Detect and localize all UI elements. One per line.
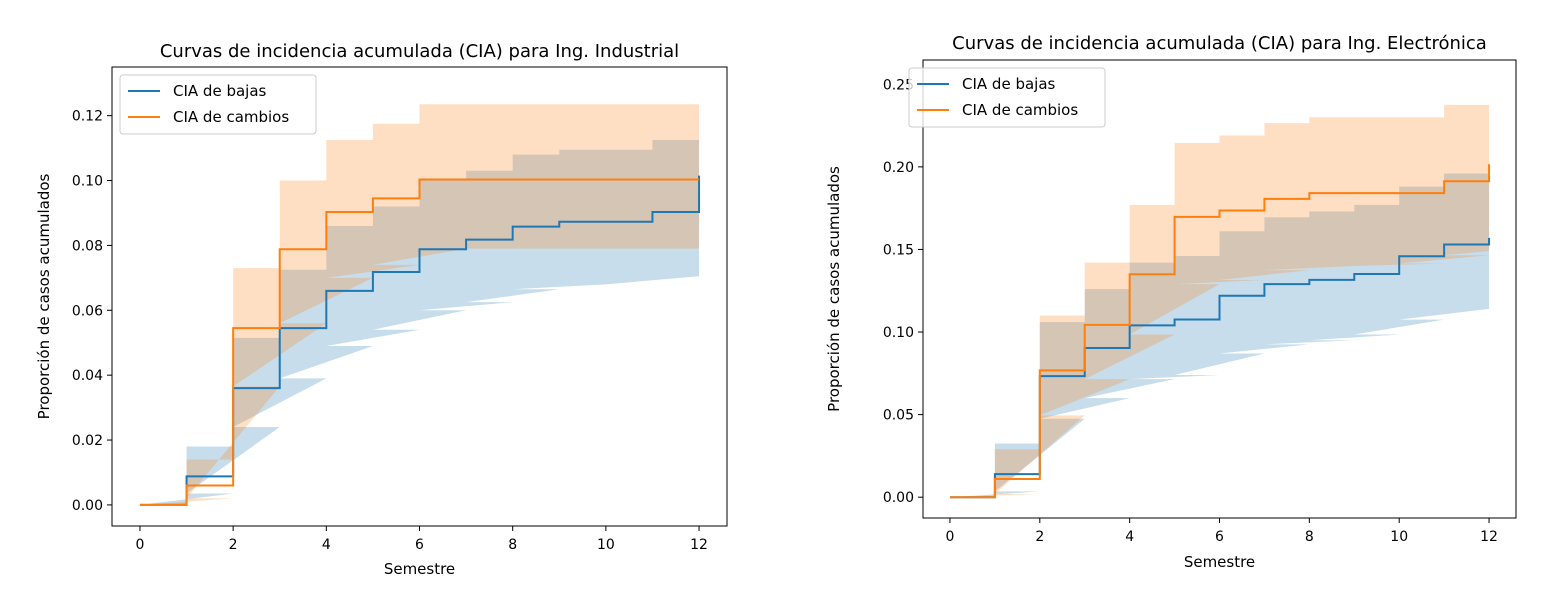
chart-title: Curvas de incidencia acumulada (CIA) par… (160, 41, 679, 62)
x-tick-label: 2 (1035, 529, 1044, 545)
x-tick-label: 12 (1480, 529, 1498, 545)
y-tick-label: 0.12 (72, 109, 103, 125)
chart-industrial: 0 2 4 6 8 10 12 0.00 0.02 0.04 0.06 0.08 0.10 0.12 Cur… (35, 41, 728, 578)
ci-band-0 (949, 166, 1490, 498)
chart-electronica-svg: 0 2 4 6 8 10 12 0.00 0.05 0.10 0.15 0.20 0.25 Curvas … (825, 33, 1517, 571)
y-tick-label: 0.08 (72, 238, 103, 254)
ci-band-1 (139, 104, 700, 505)
legend-label: CIA de bajas (962, 75, 1056, 93)
y-tick-label: 0.02 (72, 433, 103, 449)
legend-label: CIA de cambios (173, 108, 289, 126)
chart-industrial-svg: 0 2 4 6 8 10 12 0.00 0.02 0.04 0.06 0.08 0.10 0.12 Cur… (35, 41, 728, 578)
x-tick-label: 6 (1215, 529, 1224, 545)
legend: CIA de bajas CIA de cambios (908, 67, 1106, 128)
x-tick-label: 4 (1125, 529, 1134, 545)
x-tick-label: 4 (322, 537, 331, 553)
y-axis-label: Proporción de casos acumulados (35, 173, 53, 419)
ci-band-0 (139, 86, 700, 505)
chart-electronica: 0 2 4 6 8 10 12 0.00 0.05 0.10 0.15 0.20 0.25 Curvas … (779, 0, 1558, 601)
y-tick-label: 0.00 (72, 498, 103, 514)
y-tick-label: 0.15 (883, 242, 914, 258)
x-tick-label: 10 (1390, 529, 1408, 545)
legend-label: CIA de bajas (173, 82, 267, 100)
x-tick-label: 0 (135, 537, 144, 553)
x-tick-label: 2 (229, 537, 238, 553)
y-axis-label: Proporción de casos acumulados (825, 166, 843, 412)
y-tick-label: 0.25 (883, 77, 914, 93)
y-tick-label: 0.00 (883, 490, 914, 506)
legend-label: CIA de cambios (962, 101, 1078, 119)
y-tick-label: 0.06 (72, 303, 103, 319)
y-tick-label: 0.10 (72, 174, 103, 190)
y-tick-label: 0.20 (883, 160, 914, 176)
chart-title: Curvas de incidencia acumulada (CIA) par… (952, 33, 1487, 54)
series-line-1 (949, 164, 1491, 499)
legend: CIA de bajas CIA de cambios (119, 74, 317, 135)
x-axis-label: Semestre (1184, 553, 1255, 571)
legend-box (908, 67, 1106, 128)
y-tick-label: 0.05 (883, 408, 914, 424)
x-tick-label: 12 (690, 537, 708, 553)
y-tick-label: 0.04 (72, 368, 103, 384)
x-tick-label: 8 (1305, 529, 1314, 545)
legend-box (119, 74, 317, 135)
x-tick-label: 6 (415, 537, 424, 553)
series-line-1 (139, 178, 700, 506)
y-tick-label: 0.10 (883, 325, 914, 341)
x-tick-label: 8 (508, 537, 517, 553)
x-tick-label: 10 (597, 537, 615, 553)
ci-band-1 (949, 80, 1490, 498)
x-axis-label: Semestre (384, 560, 455, 578)
x-tick-label: 0 (945, 529, 954, 545)
